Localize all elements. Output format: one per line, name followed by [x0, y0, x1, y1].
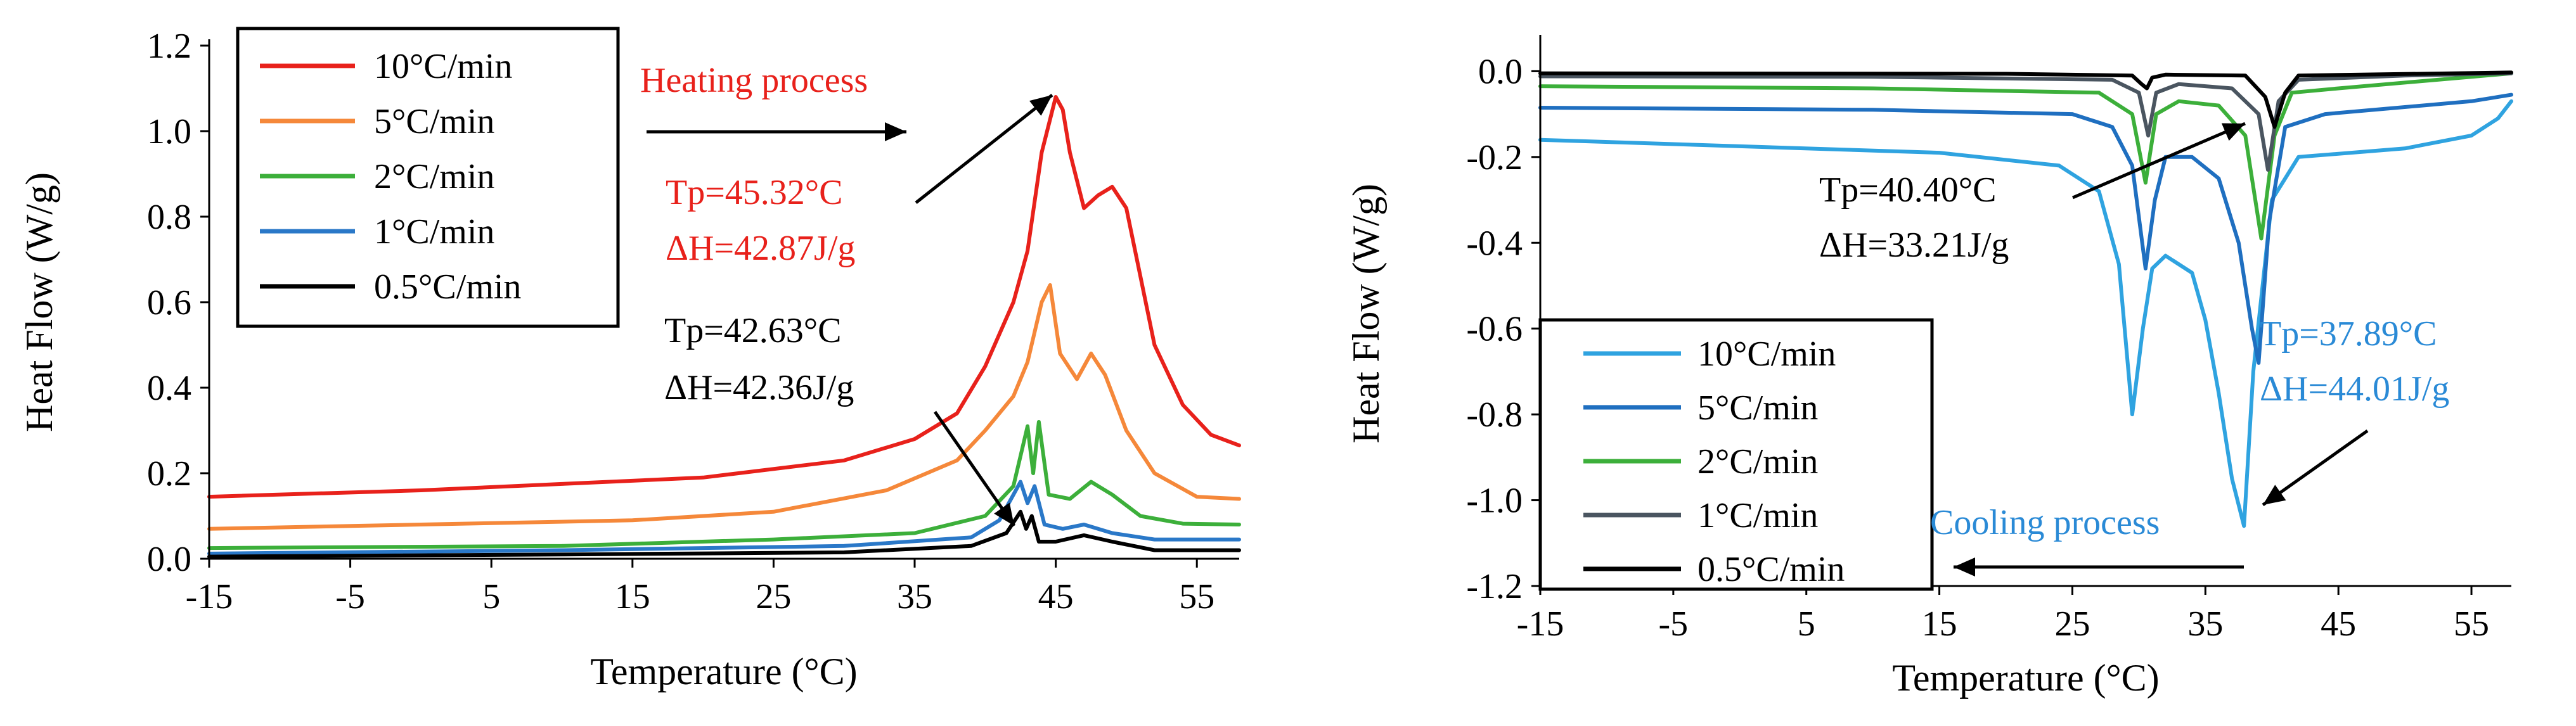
- legend-label: 1°C/min: [374, 212, 494, 252]
- y-tick-label: 1.2: [147, 27, 191, 66]
- x-tick-label: -5: [1659, 604, 1689, 644]
- x-tick-label: 15: [615, 577, 650, 616]
- legend-label: 5°C/min: [374, 102, 494, 141]
- x-tick-label: 5: [482, 577, 500, 616]
- series-line-1°C/min: [1538, 71, 2513, 172]
- series-line-10°C/min: [1538, 99, 2513, 528]
- series-line-2°C/min: [1538, 71, 2513, 241]
- annotation-text: Tp=40.40°C: [1819, 170, 1997, 210]
- series-line-2°C/min: [207, 420, 1241, 551]
- x-tick-label: 35: [2187, 604, 2223, 644]
- annotation-text: ΔH=42.36J/g: [664, 368, 854, 407]
- x-tick-label: 45: [1038, 577, 1074, 616]
- annotation-text: Heating process: [640, 61, 868, 100]
- series-line-0.5°C/min: [1538, 70, 2513, 129]
- y-tick-label: -0.2: [1466, 138, 1523, 177]
- legend-label: 2°C/min: [1697, 442, 1818, 481]
- annotation-text: ΔH=42.87J/g: [666, 229, 855, 268]
- y-tick-label: 0.0: [147, 540, 191, 579]
- legend-label: 0.5°C/min: [374, 267, 521, 307]
- x-tick-label: -15: [186, 577, 233, 616]
- arrow-head: [1954, 557, 1975, 576]
- legend-label: 0.5°C/min: [1697, 550, 1845, 589]
- annotation-arrow: [933, 411, 1016, 527]
- y-tick-label: -0.8: [1466, 395, 1523, 435]
- annotation-arrow: [915, 94, 1053, 204]
- chart-2: -15 -5 5 15 25 35 45 55 0.0 -0.2 -0.4 -0.6 -0.8 -1.0 -…: [1345, 35, 2513, 699]
- legend-label: 2°C/min: [374, 157, 494, 196]
- series-line-5°C/min: [1538, 92, 2513, 365]
- x-axis-title: Temperature (°C): [1892, 657, 2159, 699]
- legend-label: 1°C/min: [1697, 496, 1818, 535]
- annotation-text: Tp=42.63°C: [664, 311, 842, 350]
- x-tick-label: 35: [897, 577, 932, 616]
- x-tick-label: 25: [2054, 604, 2090, 644]
- y-axis-title: Heat Flow (W/g): [1345, 184, 1387, 443]
- legend-label: 5°C/min: [1697, 388, 1818, 428]
- arrow-head: [1029, 95, 1052, 116]
- x-tick-label: -5: [335, 577, 365, 616]
- series-line-10°C/min: [207, 95, 1241, 499]
- y-tick-label: -0.4: [1466, 224, 1523, 263]
- series-line-0.5°C/min: [207, 509, 1241, 559]
- y-tick-label: -1.2: [1466, 567, 1523, 606]
- y-tick-label: 0.0: [1478, 52, 1523, 91]
- annotation-text: ΔH=44.01J/g: [2260, 369, 2449, 409]
- annotation-arrow: [2072, 122, 2246, 200]
- arrow-head: [885, 122, 906, 141]
- arrow-head: [2221, 123, 2245, 141]
- legend-label: 10°C/min: [1697, 334, 1836, 374]
- x-tick-label: 45: [2321, 604, 2356, 644]
- legend: 10°C/min 5°C/min 2°C/min 1°C/min 0.5°C/min: [1538, 318, 1934, 591]
- x-tick-label: 55: [2454, 604, 2489, 644]
- x-tick-label: -15: [1517, 604, 1564, 644]
- arrow-head: [2263, 485, 2286, 505]
- y-axis-title: Heat Flow (W/g): [18, 172, 60, 432]
- y-tick-label: -0.6: [1466, 310, 1523, 349]
- series-line-1°C/min: [207, 480, 1241, 556]
- x-tick-label: 5: [1798, 604, 1815, 644]
- arrow-head: [994, 502, 1014, 526]
- annotation-text: Tp=37.89°C: [2260, 314, 2437, 353]
- x-axis-title: Temperature (°C): [590, 651, 857, 692]
- y-tick-label: -1.0: [1466, 481, 1523, 521]
- annotation-text: ΔH=33.21J/g: [1819, 226, 2009, 265]
- x-tick-label: 15: [1922, 604, 1957, 644]
- x-tick-label: 25: [756, 577, 791, 616]
- chart-1: -15 -5 5 15 25 35 45 55 0.0 0.2 0.4 0.6 0.8 1.0 1.2 Tem…: [18, 27, 1241, 692]
- y-tick-label: 0.8: [147, 198, 191, 237]
- legend-label: 10°C/min: [374, 47, 512, 86]
- legend-box: [1538, 318, 1934, 591]
- annotation-text: Cooling process: [1930, 503, 2160, 542]
- y-tick-label: 1.0: [147, 112, 191, 151]
- annotation-text: Tp=45.32°C: [666, 173, 843, 212]
- x-tick-label: 55: [1179, 577, 1214, 616]
- y-tick-label: 0.6: [147, 283, 191, 322]
- y-tick-label: 0.4: [147, 369, 191, 408]
- legend: 10°C/min 5°C/min 2°C/min 1°C/min 0.5°C/min: [236, 27, 620, 328]
- series-line-5°C/min: [207, 283, 1241, 531]
- y-tick-label: 0.2: [147, 454, 191, 494]
